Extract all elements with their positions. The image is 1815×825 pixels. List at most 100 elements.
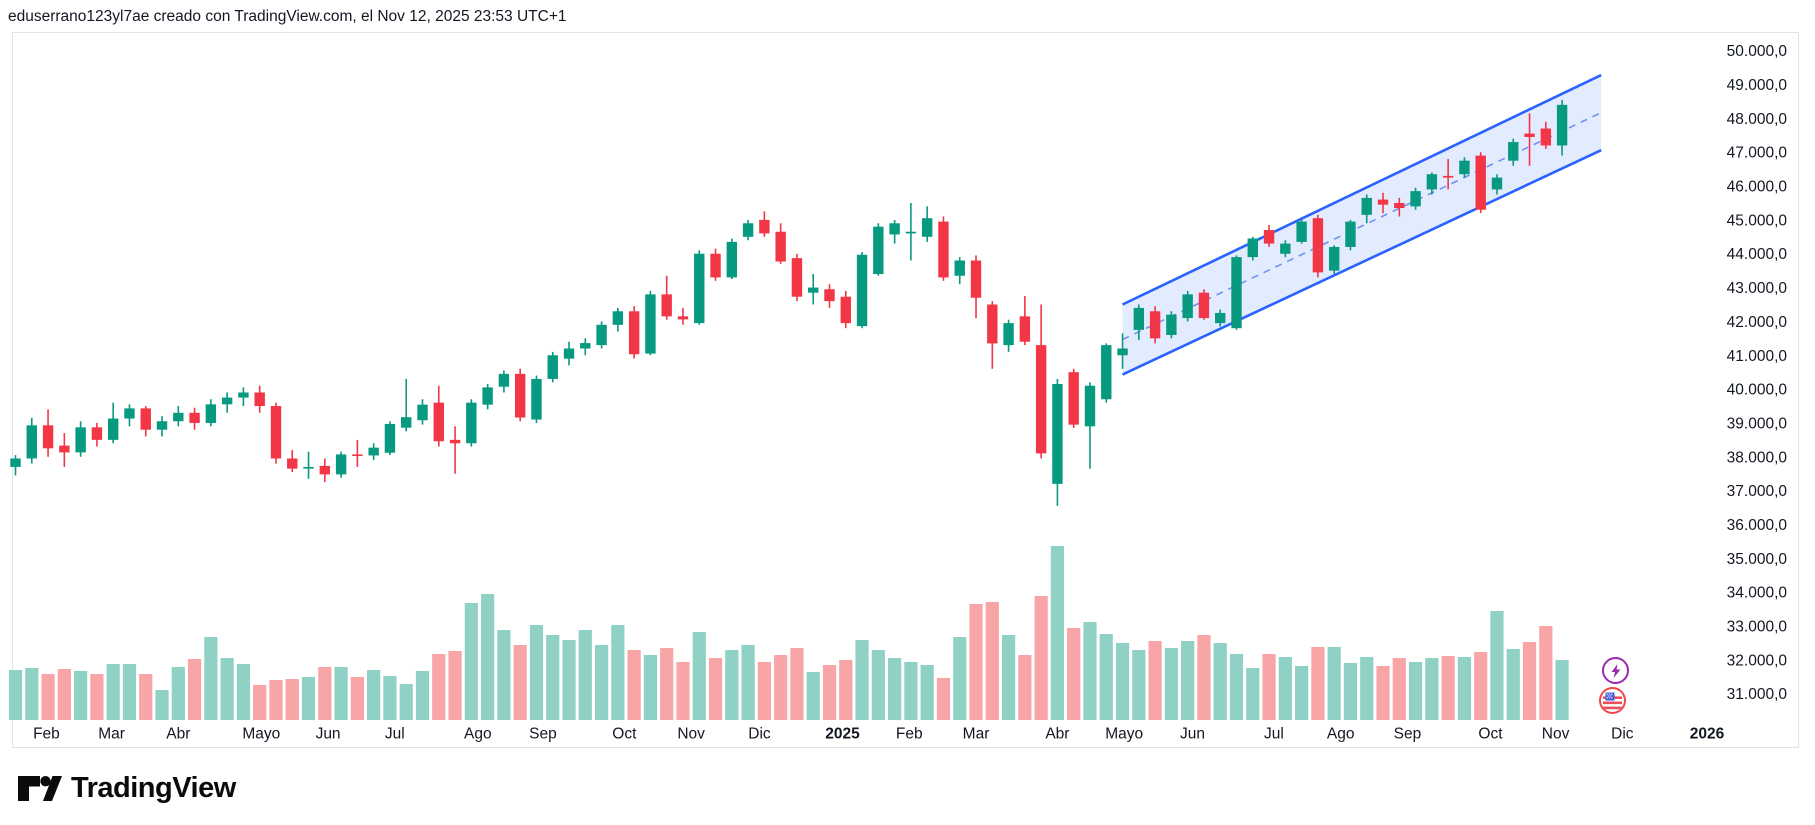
candle-body-33 (547, 355, 558, 379)
volume-bar-2 (41, 674, 55, 720)
candle-body-21 (352, 454, 363, 457)
volume-bar-93 (1522, 642, 1537, 720)
candle-body-84 (1377, 199, 1389, 205)
volume-bar-88 (1441, 656, 1455, 720)
tradingview-wordmark: TradingView (71, 772, 236, 804)
volume-bar-79 (1295, 666, 1309, 720)
price-axis-label: 46.000,0 (1727, 179, 1788, 196)
volume-bar-31 (513, 645, 527, 720)
trend-channel-lower-line[interactable] (1121, 149, 1602, 376)
volume-bar-26 (432, 654, 446, 720)
volume-bar-54 (888, 658, 902, 720)
volume-bar-43 (708, 658, 723, 720)
candle-body-70 (1149, 311, 1161, 339)
trend-channel-upper-line[interactable] (1121, 73, 1602, 306)
volume-bar-53 (871, 650, 885, 720)
candle-body-13 (221, 397, 233, 405)
candle-body-61 (1003, 323, 1014, 346)
candle-body-68 (1117, 348, 1128, 356)
candle-body-18 (303, 466, 314, 469)
volume-bar-80 (1311, 647, 1325, 720)
time-axis-month-label: Jul (385, 726, 405, 743)
volume-bar-21 (350, 677, 364, 720)
candle-body-71 (1166, 314, 1177, 335)
candle-body-76 (1247, 238, 1258, 258)
candle-body-49 (808, 287, 819, 293)
volume-bar-62 (1018, 655, 1032, 720)
volume-bar-58 (953, 637, 967, 720)
volume-bar-64 (1050, 546, 1065, 720)
volume-bar-85 (1392, 658, 1406, 720)
volume-bar-12 (204, 637, 218, 720)
volume-bar-4 (74, 671, 88, 720)
volume-bar-33 (546, 635, 560, 720)
candle-body-4 (75, 427, 86, 453)
time-axis-month-label: Ago (1327, 726, 1355, 743)
volume-bar-41 (676, 662, 690, 720)
volume-bar-46 (757, 662, 771, 720)
candle-body-17 (287, 458, 298, 469)
volume-bar-55 (904, 662, 918, 720)
volume-bar-95 (1555, 660, 1569, 720)
volume-bar-57 (936, 678, 951, 720)
time-axis-year-label: 2026 (1690, 726, 1725, 743)
candle-body-48 (791, 258, 803, 297)
price-axis-label: 43.000,0 (1727, 280, 1788, 297)
volume-bar-18 (301, 677, 316, 720)
candle-body-29 (482, 387, 493, 405)
volume-bar-28 (464, 603, 478, 720)
trend-channel-fill[interactable] (1122, 75, 1602, 375)
candle-body-35 (580, 343, 591, 349)
volume-bar-75 (1229, 654, 1244, 720)
volume-bar-60 (985, 602, 999, 720)
volume-bar-83 (1360, 657, 1374, 720)
volume-bar-10 (171, 667, 185, 720)
price-axis-label: 32.000,0 (1727, 652, 1788, 669)
time-axis-month-label: Oct (1478, 726, 1503, 743)
candle-body-81 (1328, 246, 1340, 271)
candle-body-32 (531, 378, 542, 420)
volume-bar-7 (122, 664, 137, 720)
price-axis-label: 35.000,0 (1727, 551, 1788, 568)
volume-bar-68 (1115, 643, 1130, 720)
volume-bar-32 (529, 625, 544, 720)
volume-bar-78 (1278, 657, 1292, 720)
candle-body-10 (173, 412, 184, 422)
volume-bar-24 (399, 684, 413, 720)
volume-bar-5 (90, 674, 104, 720)
candle-body-38 (628, 311, 640, 355)
events-us-flag-badge[interactable] (1599, 687, 1626, 714)
candle-wick-93 (1528, 113, 1531, 166)
candle-body-95 (1556, 104, 1568, 146)
volume-bar-16 (269, 680, 283, 720)
candle-body-60 (987, 304, 998, 344)
time-axis-month-label: Mar (98, 726, 125, 743)
time-axis-year-label: 2025 (825, 726, 860, 743)
time-axis-month-label: Abr (1045, 726, 1069, 743)
candle-body-77 (1263, 230, 1275, 244)
time-axis-month-label: Mayo (242, 726, 280, 743)
trend-channel-midline[interactable] (1122, 111, 1602, 341)
volume-bar-63 (1034, 596, 1048, 720)
price-axis-label: 47.000,0 (1727, 145, 1788, 162)
tradingview-mark-icon (18, 776, 62, 801)
candle-body-2 (42, 425, 54, 449)
price-axis-label: 45.000,0 (1727, 212, 1788, 229)
volume-bar-45 (741, 645, 755, 720)
candle-wick-24 (405, 378, 408, 432)
volume-bar-23 (383, 676, 397, 720)
candle-body-0 (10, 458, 21, 467)
candle-body-69 (1133, 307, 1145, 330)
candle-wick-27 (454, 426, 456, 474)
candle-body-57 (938, 221, 949, 278)
price-axis-label: 39.000,0 (1727, 415, 1788, 432)
candle-body-82 (1345, 221, 1356, 247)
candle-wick-55 (910, 202, 912, 261)
volume-bar-11 (187, 659, 202, 720)
price-axis-label: 50.000,0 (1727, 43, 1788, 60)
candle-body-42 (694, 253, 705, 324)
time-axis-month-label: Nov (677, 726, 705, 743)
events-lightning-badge[interactable] (1602, 657, 1629, 684)
candle-body-66 (1084, 385, 1096, 427)
candle-body-12 (205, 404, 217, 423)
